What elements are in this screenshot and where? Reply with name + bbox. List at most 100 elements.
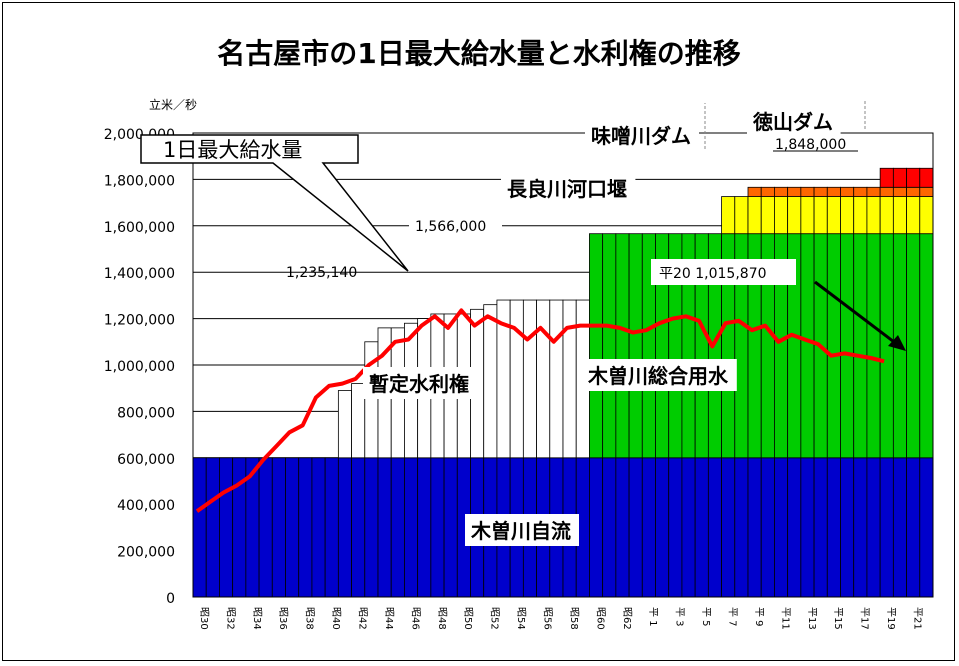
bar-segment bbox=[390, 457, 405, 598]
bar-segment bbox=[800, 186, 815, 197]
y-tick-label: 1,800,000 bbox=[104, 173, 175, 189]
bar-segment bbox=[589, 233, 604, 459]
bar-segment bbox=[192, 457, 207, 598]
label-background bbox=[501, 172, 636, 204]
bar-segment bbox=[892, 457, 907, 598]
bar-segment bbox=[826, 233, 841, 459]
x-tick-label: 平15 bbox=[832, 607, 843, 630]
bar-segment bbox=[298, 457, 313, 598]
x-tick-label: 平19 bbox=[885, 607, 896, 630]
x-tick-label: 平 1 bbox=[647, 607, 658, 627]
bar-segment bbox=[271, 457, 286, 598]
value-label-bg bbox=[409, 215, 502, 237]
bar-segment bbox=[919, 196, 934, 235]
bar-segment bbox=[694, 457, 709, 598]
y-tick-label: 400,000 bbox=[117, 498, 175, 514]
bar-segment bbox=[721, 196, 736, 235]
bar-segment bbox=[866, 233, 881, 459]
x-tick-label: 平21 bbox=[912, 607, 923, 630]
bar-segment bbox=[589, 457, 604, 598]
chart-canvas: 名古屋市の1日最大給水量と水利権の推移 立米／秒 0 200,000 400,000… bbox=[104, 37, 934, 630]
y-tick-label: 1,400,000 bbox=[104, 266, 175, 282]
bar-segment bbox=[813, 457, 828, 598]
bar-segment bbox=[853, 233, 868, 459]
bar-segment bbox=[826, 186, 841, 197]
bar-segment bbox=[906, 186, 921, 197]
bar-segment bbox=[734, 457, 749, 598]
bar-segment bbox=[668, 457, 683, 598]
x-tick-label: 平 7 bbox=[727, 607, 738, 627]
x-tick-label: 平13 bbox=[806, 607, 817, 630]
x-tick-label: 昭48 bbox=[436, 607, 448, 630]
bar-segment bbox=[404, 457, 419, 598]
x-tick-label: 昭56 bbox=[542, 607, 554, 630]
bar-segment bbox=[906, 167, 921, 188]
bar-segment bbox=[351, 383, 366, 459]
bar-segment bbox=[628, 233, 643, 459]
bar-segment bbox=[866, 457, 881, 598]
y-tick-label: 1,600,000 bbox=[104, 220, 175, 236]
bar-segment bbox=[219, 457, 234, 598]
label-kiso-general: 木曽川総合用水 bbox=[582, 359, 737, 391]
bar-segment bbox=[760, 196, 775, 235]
label-background bbox=[582, 359, 737, 391]
bar-segment bbox=[549, 299, 564, 459]
series-label: 木曽川総合用水 bbox=[587, 364, 729, 388]
x-tick-label: 昭44 bbox=[383, 607, 395, 630]
x-axis-ticks: 昭30 昭32 昭34 昭36 昭38 昭40 昭42 昭44 昭46 昭48 昭50 昭52 昭54 昭… bbox=[198, 607, 923, 630]
x-tick-label: 平 9 bbox=[753, 607, 764, 627]
x-tick-label: 昭42 bbox=[357, 607, 369, 630]
bar-segment bbox=[826, 196, 841, 235]
bar-segment bbox=[919, 186, 934, 197]
label-tokuyama-dam: 徳山ダム bbox=[747, 105, 841, 137]
bar-segment bbox=[919, 233, 934, 459]
bar-segment bbox=[285, 457, 300, 598]
rights-level-label: 1,566,000 bbox=[415, 219, 486, 235]
x-tick-label: 平11 bbox=[779, 607, 790, 630]
bar-segment bbox=[205, 457, 220, 598]
bar-segment bbox=[906, 233, 921, 459]
bar-segment bbox=[853, 457, 868, 598]
bar-segment bbox=[324, 457, 339, 598]
series-label: 木曽川自流 bbox=[470, 519, 571, 543]
callout-text: 1日最大給水量 bbox=[163, 138, 302, 162]
label-background bbox=[585, 119, 699, 151]
x-tick-label: 昭32 bbox=[224, 607, 236, 630]
bar-segment bbox=[866, 196, 881, 235]
bar-segment bbox=[351, 457, 366, 598]
bar-segment bbox=[443, 457, 458, 598]
bar-segment bbox=[774, 196, 789, 235]
bar-segment bbox=[364, 457, 379, 598]
bar-segment bbox=[417, 457, 432, 598]
bar-segment bbox=[774, 457, 789, 598]
y-tick-label: 800,000 bbox=[117, 405, 175, 421]
bar-segment bbox=[337, 457, 352, 598]
bar-segment bbox=[760, 457, 775, 598]
bar-segment bbox=[483, 304, 498, 459]
bar-segment bbox=[840, 233, 855, 459]
h20-label-bg bbox=[651, 259, 796, 285]
bar-segment bbox=[919, 167, 934, 188]
label-background bbox=[465, 514, 579, 546]
bar-segment bbox=[747, 457, 762, 598]
bar-segment bbox=[866, 186, 881, 197]
bar-segment bbox=[615, 457, 630, 598]
bar-segment bbox=[641, 457, 656, 598]
bar-segment bbox=[258, 457, 273, 598]
callout-shape bbox=[140, 134, 409, 272]
bar-segment bbox=[892, 186, 907, 197]
label-provisional-rights: 暫定水利権 bbox=[363, 367, 477, 399]
peak-value-label: 1,235,140 bbox=[286, 265, 357, 281]
label-misogawa-dam: 味噌川ダム bbox=[585, 119, 699, 151]
bar-segment bbox=[787, 186, 802, 197]
y-tick-label: 1,200,000 bbox=[104, 313, 175, 329]
total-level-label: 1,848,000 bbox=[775, 137, 846, 153]
bar-segment bbox=[337, 390, 352, 459]
series-label: 味噌川ダム bbox=[591, 124, 691, 148]
annotation-labels: 木曽川自流 暫定水利権 木曽川総合用水 長良川河口堰 味噌川ダム 徳山ダム 1日最大給水量 1… bbox=[140, 99, 906, 546]
x-tick-label: 平 5 bbox=[700, 607, 711, 627]
bar-segment bbox=[879, 196, 894, 235]
bar-segment bbox=[615, 233, 630, 459]
bar-segment bbox=[800, 196, 815, 235]
